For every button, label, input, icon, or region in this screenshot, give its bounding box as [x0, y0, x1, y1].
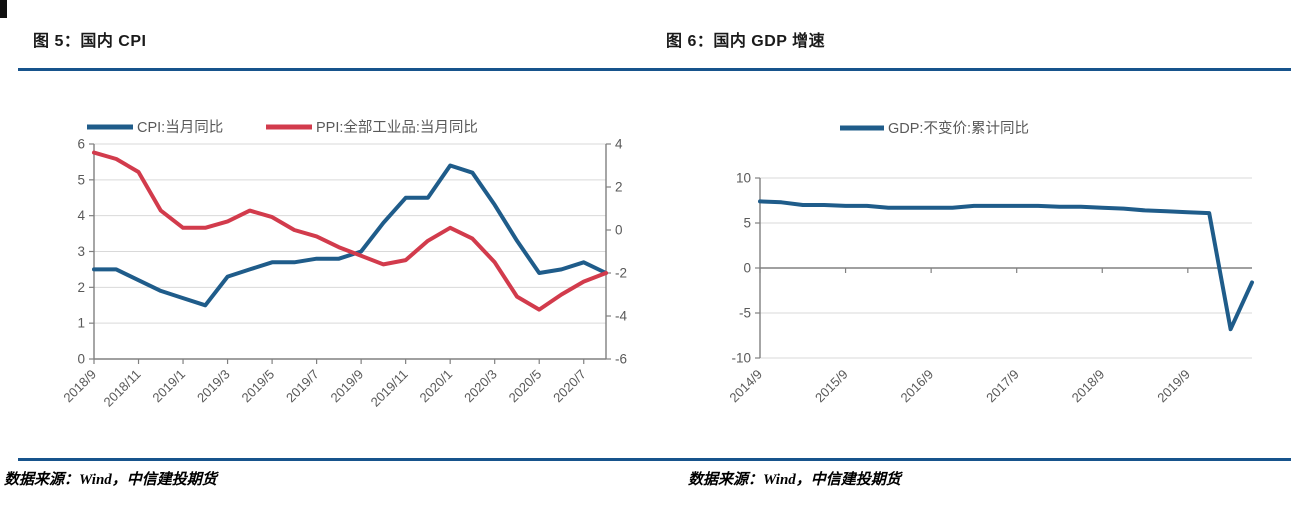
left-tick-label: 5: [743, 216, 751, 231]
right-tick-label: -2: [615, 266, 627, 281]
x-tick-label: 2018/9: [1069, 367, 1108, 406]
x-tick-label: 2019/9: [1154, 367, 1193, 406]
gdp-chart-left-axis: 10 5 0 -5 -10: [731, 171, 1252, 366]
gdp-chart-legend: GDP:不变价:累计同比: [840, 120, 1029, 137]
right-tick-label: -4: [615, 309, 627, 324]
title-rule: [18, 68, 1291, 71]
left-tick-label: 1: [77, 316, 85, 331]
right-tick-label: 2: [615, 180, 623, 195]
left-tick-label: 6: [77, 137, 85, 152]
gdp-chart-x-axis: 2014/9 2015/9 2016/9 2017/9 2018/9 2019/9: [726, 268, 1193, 405]
x-tick-label: 2019/3: [194, 367, 233, 406]
x-tick-label: 2020/5: [506, 367, 545, 406]
left-tick-label: 2: [77, 280, 85, 295]
x-tick-label: 2017/9: [983, 367, 1022, 406]
gdp-chart-series-line: [758, 199, 1254, 332]
page-artifact: [0, 0, 7, 18]
figure6-source: 数据来源：Wind，中信建投期货: [688, 472, 901, 488]
right-tick-label: 4: [615, 137, 623, 152]
left-tick-label: 5: [77, 172, 85, 187]
x-tick-label: 2019/1: [149, 367, 188, 406]
left-tick-label: 10: [736, 171, 751, 186]
cpi-ppi-chart-left-axis: 6 5 4 3 2 1 0: [77, 137, 606, 367]
figure6-title: 图 6：国内 GDP 增速: [666, 33, 826, 50]
cpi-ppi-chart-x-axis: 2018/9 2018/11 2019/1 2019/3 2019/5 2019/7 201…: [60, 359, 589, 410]
right-tick-label: -6: [615, 352, 627, 367]
cpi-ppi-chart-series-line: [92, 163, 608, 308]
x-tick-label: 2018/11: [100, 367, 143, 410]
left-tick-label: 0: [743, 261, 751, 276]
left-tick-label: 4: [77, 208, 85, 223]
source-rule: [18, 458, 1291, 461]
legend-label: CPI:当月同比: [137, 119, 223, 136]
x-tick-label: 2019/5: [238, 367, 277, 406]
legend-label: GDP:不变价:累计同比: [888, 120, 1029, 137]
left-tick-label: -5: [739, 306, 751, 321]
x-tick-label: 2019/7: [283, 367, 322, 406]
x-tick-label: 2018/9: [60, 367, 99, 406]
legend-label: PPI:全部工业品:当月同比: [316, 118, 478, 136]
right-tick-label: 0: [615, 223, 623, 238]
x-tick-label: 2014/9: [726, 367, 765, 406]
left-tick-label: 0: [77, 352, 85, 367]
x-tick-label: 2016/9: [898, 367, 937, 406]
x-tick-label: 2020/1: [417, 367, 456, 406]
x-tick-label: 2019/11: [368, 367, 411, 410]
figure5-source: 数据来源：Wind，中信建投期货: [4, 472, 217, 488]
x-tick-label: 2020/3: [461, 367, 500, 406]
figure5-title: 图 5：国内 CPI: [33, 33, 147, 50]
x-tick-label: 2015/9: [812, 367, 851, 406]
x-tick-label: 2019/9: [328, 367, 367, 406]
cpi-ppi-chart-legend: CPI:当月同比 PPI:全部工业品:当月同比: [87, 118, 478, 136]
left-tick-label: -10: [731, 351, 751, 366]
cpi-ppi-chart-right-axis: 4 2 0 -2 -4 -6: [605, 137, 627, 367]
left-tick-label: 3: [77, 244, 85, 259]
cpi-ppi-chart-series-line: [92, 150, 608, 312]
x-tick-label: 2020/7: [550, 367, 589, 406]
